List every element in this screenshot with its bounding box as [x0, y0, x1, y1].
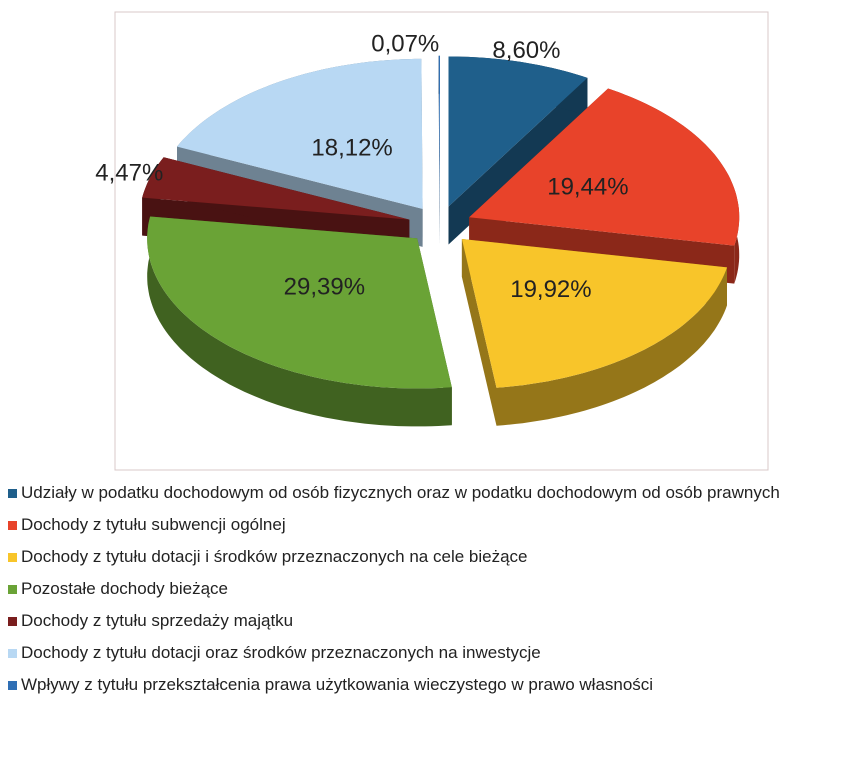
- legend-label: Pozostałe dochody bieżące: [21, 579, 228, 598]
- data-label: 4,47%: [95, 159, 163, 186]
- slice-top: [461, 239, 727, 388]
- data-label: 19,44%: [547, 174, 628, 201]
- legend-label: Udziały w podatku dochodowym od osób fiz…: [21, 483, 780, 502]
- slice-top: [177, 58, 423, 209]
- legend-swatch: [8, 617, 17, 626]
- legend-label: Wpływy z tytułu przekształcenia prawa uż…: [21, 675, 654, 694]
- legend-label: Dochody z tytułu sprzedaży majątku: [21, 611, 294, 630]
- data-label: 8,60%: [492, 37, 560, 64]
- slice: [461, 239, 727, 426]
- legend-swatch: [8, 521, 17, 530]
- data-label: 18,12%: [311, 135, 392, 162]
- legend-swatch: [8, 681, 17, 690]
- legend-item: Pozostałe dochody bieżące: [8, 580, 863, 597]
- legend-label: Dochody z tytułu dotacji i środków przez…: [21, 547, 528, 566]
- data-label: 0,07%: [371, 30, 439, 57]
- slice: [147, 216, 452, 427]
- slice: [448, 56, 588, 245]
- slice: [438, 55, 440, 244]
- legend-swatch: [8, 585, 17, 594]
- legend-label: Dochody z tytułu subwencji ogólnej: [21, 515, 286, 534]
- slice-edge: [147, 216, 452, 427]
- slice-top: [448, 56, 588, 207]
- data-label: 29,39%: [284, 273, 365, 300]
- data-label: 19,92%: [510, 276, 591, 303]
- legend-label: Dochody z tytułu dotacji oraz środków pr…: [21, 643, 541, 662]
- slice-top: [438, 55, 440, 206]
- legend: Udziały w podatku dochodowym od osób fiz…: [8, 484, 863, 708]
- slice-edge: [496, 267, 727, 426]
- slice-side: [461, 239, 497, 426]
- slice-side: [438, 55, 440, 244]
- chart: 8,60% 19,44% 19,92% 29,39% 4,47% 18,12% 0,07%: [95, 11, 769, 471]
- plot-border: [114, 11, 769, 471]
- legend-item: Udziały w podatku dochodowym od osób fiz…: [8, 484, 863, 501]
- legend-item: Dochody z tytułu dotacji oraz środków pr…: [8, 644, 863, 661]
- slice-top: [147, 216, 452, 389]
- legend-swatch: [8, 649, 17, 658]
- slice-top: [142, 157, 410, 220]
- slice-top: [469, 88, 740, 246]
- legend-swatch: [8, 553, 17, 562]
- slice-side: [448, 77, 588, 245]
- legend-swatch: [8, 489, 17, 498]
- legend-item: Dochody z tytułu subwencji ogólnej: [8, 516, 863, 533]
- legend-item: Dochody z tytułu dotacji i środków przez…: [8, 548, 863, 565]
- legend-item: Dochody z tytułu sprzedaży majątku: [8, 612, 863, 629]
- legend-item: Wpływy z tytułu przekształcenia prawa uż…: [8, 676, 863, 693]
